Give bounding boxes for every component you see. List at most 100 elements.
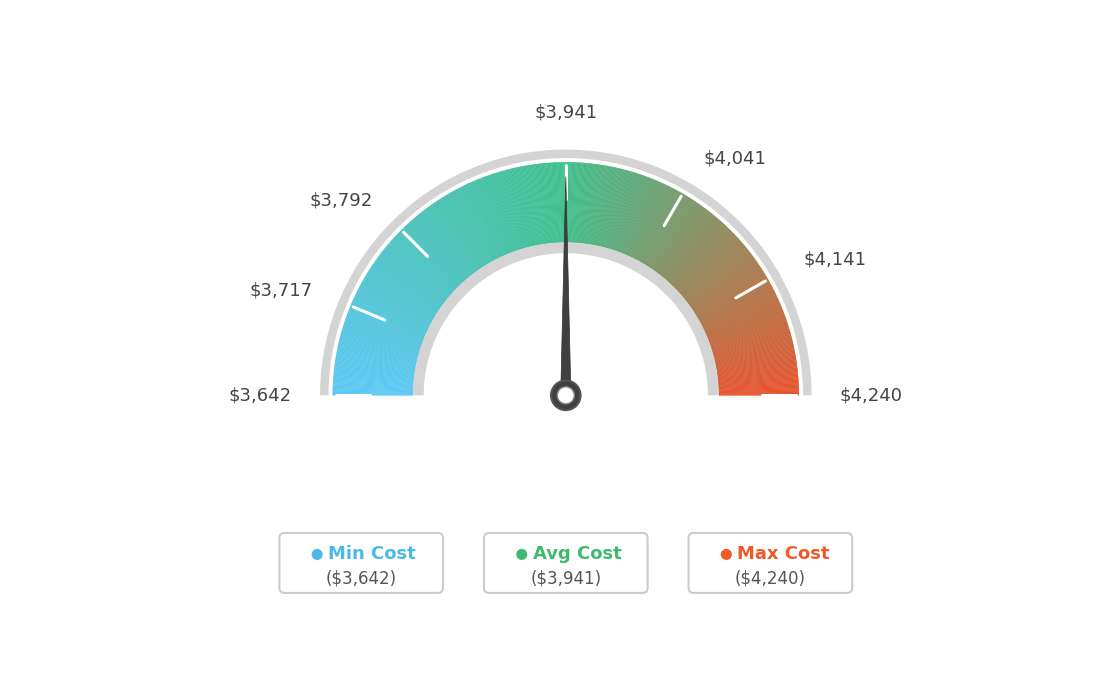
Polygon shape bbox=[442, 197, 485, 266]
Polygon shape bbox=[460, 187, 497, 259]
Polygon shape bbox=[413, 219, 466, 279]
Polygon shape bbox=[713, 331, 790, 354]
Polygon shape bbox=[696, 272, 764, 315]
Polygon shape bbox=[550, 163, 556, 242]
Polygon shape bbox=[333, 376, 413, 383]
Polygon shape bbox=[436, 201, 481, 268]
Polygon shape bbox=[631, 185, 667, 257]
Text: Max Cost: Max Cost bbox=[737, 545, 829, 564]
Polygon shape bbox=[352, 302, 425, 335]
Polygon shape bbox=[333, 373, 413, 382]
Polygon shape bbox=[636, 188, 673, 259]
Polygon shape bbox=[587, 165, 599, 244]
Polygon shape bbox=[341, 331, 418, 354]
Polygon shape bbox=[710, 317, 786, 345]
Polygon shape bbox=[357, 290, 428, 327]
Polygon shape bbox=[700, 282, 769, 322]
Polygon shape bbox=[701, 284, 771, 323]
Polygon shape bbox=[365, 275, 435, 317]
Polygon shape bbox=[337, 353, 415, 368]
Polygon shape bbox=[638, 190, 676, 260]
Polygon shape bbox=[592, 166, 607, 244]
Text: Min Cost: Min Cost bbox=[328, 545, 416, 564]
Polygon shape bbox=[683, 246, 745, 297]
Polygon shape bbox=[687, 253, 751, 302]
Polygon shape bbox=[344, 321, 421, 347]
Polygon shape bbox=[628, 182, 661, 255]
Polygon shape bbox=[716, 354, 795, 369]
Polygon shape bbox=[452, 192, 491, 262]
Polygon shape bbox=[394, 237, 454, 291]
Polygon shape bbox=[703, 293, 775, 328]
Circle shape bbox=[517, 550, 527, 560]
Polygon shape bbox=[491, 174, 518, 250]
Polygon shape bbox=[575, 163, 582, 242]
Polygon shape bbox=[719, 370, 797, 380]
Polygon shape bbox=[578, 163, 586, 242]
Polygon shape bbox=[414, 217, 467, 279]
Polygon shape bbox=[581, 164, 591, 243]
Polygon shape bbox=[612, 173, 637, 249]
Polygon shape bbox=[719, 392, 799, 394]
Polygon shape bbox=[384, 248, 447, 299]
Polygon shape bbox=[594, 166, 609, 245]
Polygon shape bbox=[333, 387, 413, 391]
Polygon shape bbox=[337, 349, 415, 366]
Polygon shape bbox=[380, 253, 444, 303]
Polygon shape bbox=[553, 163, 559, 242]
Polygon shape bbox=[627, 181, 659, 255]
Polygon shape bbox=[697, 274, 765, 316]
Polygon shape bbox=[590, 165, 603, 244]
Polygon shape bbox=[528, 165, 542, 244]
Polygon shape bbox=[343, 326, 420, 351]
Polygon shape bbox=[629, 183, 662, 256]
Polygon shape bbox=[682, 244, 744, 296]
Polygon shape bbox=[457, 189, 495, 259]
Polygon shape bbox=[412, 220, 465, 280]
Polygon shape bbox=[347, 317, 422, 344]
Polygon shape bbox=[660, 212, 711, 275]
Polygon shape bbox=[676, 233, 733, 288]
Polygon shape bbox=[393, 239, 453, 293]
Polygon shape bbox=[608, 171, 630, 248]
Polygon shape bbox=[340, 339, 417, 359]
Polygon shape bbox=[716, 348, 794, 365]
Polygon shape bbox=[662, 215, 713, 277]
Polygon shape bbox=[336, 355, 415, 370]
Polygon shape bbox=[572, 163, 576, 242]
Polygon shape bbox=[447, 194, 488, 264]
Polygon shape bbox=[715, 342, 793, 361]
Polygon shape bbox=[411, 221, 465, 281]
FancyBboxPatch shape bbox=[689, 533, 852, 593]
Polygon shape bbox=[694, 270, 763, 313]
Polygon shape bbox=[649, 200, 693, 267]
Polygon shape bbox=[569, 162, 572, 242]
Polygon shape bbox=[480, 178, 510, 253]
Polygon shape bbox=[333, 381, 413, 386]
Polygon shape bbox=[719, 391, 799, 393]
Polygon shape bbox=[719, 368, 797, 379]
Polygon shape bbox=[691, 262, 757, 308]
FancyBboxPatch shape bbox=[484, 533, 648, 593]
Polygon shape bbox=[448, 194, 489, 263]
Polygon shape bbox=[478, 179, 509, 253]
Polygon shape bbox=[719, 387, 798, 391]
Polygon shape bbox=[682, 243, 743, 296]
Polygon shape bbox=[375, 259, 442, 306]
Text: $3,792: $3,792 bbox=[309, 192, 372, 210]
Polygon shape bbox=[361, 284, 431, 323]
Polygon shape bbox=[523, 166, 539, 244]
Polygon shape bbox=[715, 347, 794, 364]
Polygon shape bbox=[545, 163, 553, 242]
Polygon shape bbox=[335, 370, 413, 380]
Polygon shape bbox=[584, 164, 595, 243]
Polygon shape bbox=[486, 176, 513, 251]
Polygon shape bbox=[449, 193, 490, 262]
Polygon shape bbox=[505, 170, 527, 247]
Polygon shape bbox=[344, 320, 421, 346]
Polygon shape bbox=[359, 286, 431, 324]
Polygon shape bbox=[714, 335, 792, 357]
Polygon shape bbox=[531, 165, 543, 244]
Polygon shape bbox=[627, 182, 660, 255]
Polygon shape bbox=[614, 174, 640, 250]
